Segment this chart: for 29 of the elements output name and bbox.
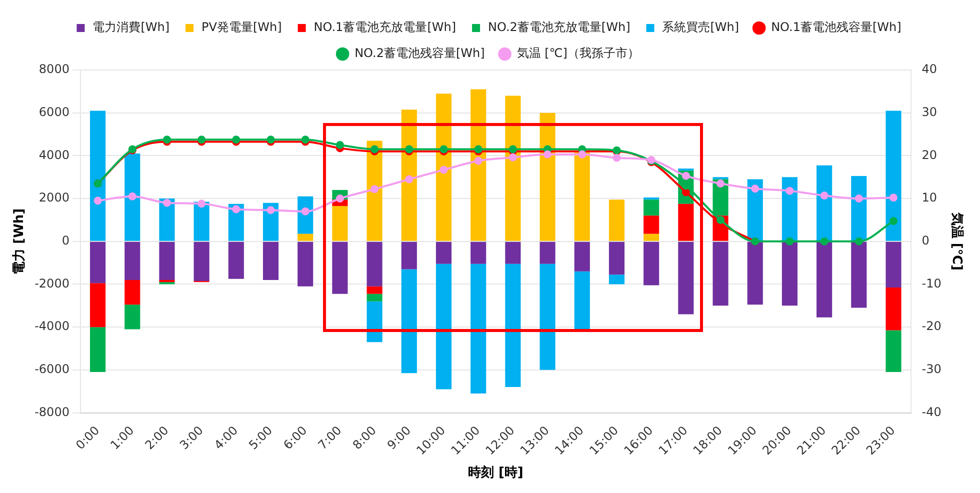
y2-tick-label: -10 [922, 276, 942, 290]
legend-label: NO.1蓄電池充放電量[Wh] [314, 20, 456, 34]
y2-tick-label: 0 [922, 234, 930, 248]
y2-tick-label: 10 [922, 190, 938, 205]
y-tick-label: -8000 [34, 404, 70, 419]
y2-tick-label: -40 [922, 404, 942, 419]
x-axis-title: 時刻 [時] [468, 464, 524, 481]
y2-tick-label: -20 [922, 319, 942, 334]
legend-label: 電力消費[Wh] [92, 20, 170, 34]
legend-label: NO.2蓄電池充放電量[Wh] [488, 20, 630, 34]
y2-axis-title: 気温 [℃] [948, 211, 964, 270]
y2-tick-label: -30 [922, 362, 942, 376]
legend-label: NO.1蓄電池残容量[Wh] [771, 20, 902, 34]
legend-label: NO.2蓄電池残容量[Wh] [354, 46, 485, 60]
y-tick-label: 2000 [38, 190, 70, 205]
y-tick-label: -6000 [34, 362, 70, 376]
y-tick-label: -4000 [34, 319, 70, 334]
y-tick-label: 8000 [38, 62, 70, 76]
y-axis-title: 電力 [Wh] [12, 208, 28, 274]
legend-label: PV発電量[Wh] [202, 20, 282, 34]
legend-label: 系統買売[Wh] [662, 20, 740, 34]
y2-tick-label: 40 [922, 62, 938, 76]
y-tick-label: -2000 [34, 276, 70, 290]
legend-label: 気温 [℃]（我孫子市） [516, 46, 640, 60]
y-tick-label: 6000 [38, 104, 70, 119]
y-tick-label: 0 [62, 234, 70, 248]
y2-tick-label: 20 [922, 148, 938, 162]
y2-tick-label: 30 [922, 104, 938, 119]
y-tick-label: 4000 [38, 148, 70, 162]
